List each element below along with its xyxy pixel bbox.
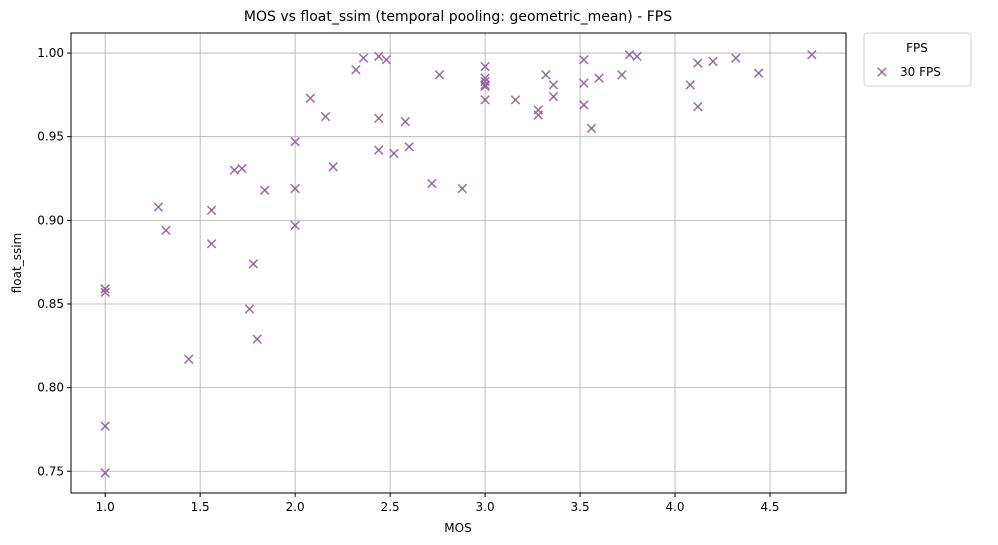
x-tick-label: 4.5 xyxy=(760,500,779,514)
data-point xyxy=(373,51,384,62)
data-point xyxy=(100,468,110,478)
data-point xyxy=(731,53,741,63)
legend: FPS 30 FPS xyxy=(863,32,972,87)
data-point xyxy=(548,80,559,90)
data-point xyxy=(373,145,384,155)
data-point xyxy=(693,101,703,112)
x-axis-ticks: 1.0 1.5 2.0 2.5 3.0 3.5 4.0 4.5 xyxy=(96,493,780,514)
legend-title: FPS xyxy=(906,41,928,55)
y-tick-label: 0.95 xyxy=(37,130,64,144)
data-point xyxy=(153,202,164,212)
data-point xyxy=(373,113,384,124)
data-point xyxy=(480,61,490,72)
data-point xyxy=(237,163,247,174)
data-point xyxy=(290,136,300,147)
x-tick-label: 1.5 xyxy=(191,500,210,514)
data-point xyxy=(617,70,627,80)
data-point xyxy=(389,148,399,159)
x-axis-label: MOS xyxy=(444,521,471,535)
data-point xyxy=(328,162,338,172)
data-point xyxy=(685,80,696,90)
y-axis-label: float_ssim xyxy=(10,233,24,294)
data-point xyxy=(594,73,604,83)
data-point xyxy=(381,54,392,65)
legend-entry-label: 30 FPS xyxy=(900,65,941,79)
data-point xyxy=(624,49,635,60)
data-point xyxy=(579,78,589,88)
legend-marker xyxy=(877,67,887,77)
data-point xyxy=(358,53,369,63)
data-point xyxy=(693,58,703,68)
data-point xyxy=(161,225,171,236)
chart-title: MOS vs float_ssim (temporal pooling: geo… xyxy=(244,9,672,25)
data-point xyxy=(100,287,110,298)
data-points xyxy=(100,49,817,478)
data-point xyxy=(184,354,194,364)
y-tick-label: 0.80 xyxy=(37,381,64,395)
data-point xyxy=(579,100,589,110)
data-point xyxy=(305,93,316,104)
x-tick-label: 2.5 xyxy=(381,500,400,514)
data-point xyxy=(708,56,718,67)
data-point xyxy=(632,51,642,62)
data-point xyxy=(807,49,817,60)
legend-marker-x-icon xyxy=(877,67,887,77)
data-point xyxy=(290,183,300,194)
data-point xyxy=(427,178,437,189)
data-point xyxy=(248,259,259,269)
data-point xyxy=(480,81,490,92)
data-point xyxy=(244,304,255,314)
data-point xyxy=(753,68,764,78)
data-point xyxy=(480,95,490,105)
y-tick-label: 0.90 xyxy=(37,213,64,227)
data-point xyxy=(290,220,300,231)
data-point xyxy=(206,238,217,249)
data-point xyxy=(579,54,589,65)
x-tick-label: 4.0 xyxy=(665,500,684,514)
grid-lines xyxy=(71,33,846,493)
data-point xyxy=(510,95,521,105)
data-point xyxy=(100,284,110,294)
data-point xyxy=(541,70,551,80)
y-tick-label: 0.75 xyxy=(37,464,64,478)
data-point xyxy=(206,205,217,216)
data-point xyxy=(351,65,361,75)
y-tick-label: 0.85 xyxy=(37,297,64,311)
data-point xyxy=(480,80,490,90)
data-point xyxy=(434,70,445,80)
data-point xyxy=(533,110,544,120)
data-point xyxy=(100,421,110,431)
x-tick-label: 1.0 xyxy=(96,500,115,514)
x-tick-label: 3.0 xyxy=(476,500,495,514)
legend-box xyxy=(863,32,972,87)
data-point xyxy=(400,116,411,127)
y-axis-ticks: 0.75 0.80 0.85 0.90 0.95 1.00 xyxy=(37,46,71,478)
data-point xyxy=(252,334,262,344)
data-point xyxy=(404,141,414,152)
data-point xyxy=(586,123,597,134)
data-point xyxy=(457,183,468,194)
data-point xyxy=(259,185,270,196)
x-tick-label: 3.5 xyxy=(571,500,590,514)
data-point xyxy=(548,91,559,102)
data-point xyxy=(229,165,240,175)
data-point xyxy=(320,111,331,122)
x-tick-label: 2.0 xyxy=(286,500,305,514)
plot-frame xyxy=(70,32,847,494)
y-tick-label: 1.00 xyxy=(37,46,64,60)
